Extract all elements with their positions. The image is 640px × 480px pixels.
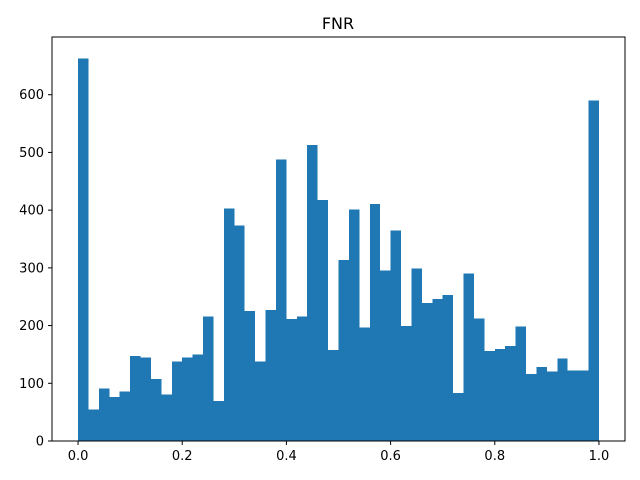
- histogram-bar-24: [328, 349, 339, 441]
- histogram-bar-27: [359, 327, 370, 441]
- histogram-bar-47: [567, 370, 579, 441]
- histogram-bar-19: [275, 159, 287, 441]
- histogram-bar-20: [286, 319, 297, 441]
- histogram-bar-25: [338, 259, 349, 441]
- histogram-bar-4: [119, 391, 131, 441]
- plot-frame: [51, 36, 626, 442]
- y-tick-label: 100: [19, 377, 44, 392]
- histogram-bar-18: [265, 309, 276, 441]
- x-tick-label: 1.0: [589, 449, 610, 464]
- histogram-bar-31: [401, 326, 412, 441]
- x-axis: 0.0 0.2 0.4 0.6 0.8 1.0: [68, 441, 610, 464]
- histogram-bar-10: [182, 357, 193, 441]
- histogram-bar-1: [88, 409, 99, 441]
- bars-group: [78, 58, 599, 442]
- histogram-bar-44: [536, 367, 547, 441]
- histogram-bar-0: [78, 58, 89, 442]
- y-tick-label: 300: [19, 261, 44, 276]
- histogram-bar-16: [244, 311, 256, 441]
- histogram-bar-13: [213, 401, 224, 441]
- histogram-bar-49: [588, 100, 599, 441]
- histogram-bar-21: [296, 316, 308, 441]
- histogram-bar-29: [380, 270, 391, 441]
- y-tick-label: 500: [19, 146, 44, 161]
- y-tick-label: 200: [19, 319, 44, 334]
- histogram-bar-36: [453, 393, 464, 441]
- y-axis: 0 100 200 300 400 500 600: [19, 88, 52, 450]
- histogram-bar-48: [578, 370, 589, 441]
- y-tick-label: 400: [19, 204, 44, 219]
- histogram-bar-42: [515, 326, 527, 441]
- histogram-bar-45: [546, 371, 558, 441]
- histogram-bar-26: [348, 209, 360, 441]
- histogram-bar-30: [390, 230, 402, 441]
- chart-title: FNR: [322, 14, 354, 33]
- histogram-bar-34: [432, 299, 443, 441]
- histogram-bar-3: [109, 397, 120, 441]
- histogram-bar-11: [192, 354, 204, 441]
- x-tick-label: 0.6: [380, 449, 401, 464]
- histogram-bar-14: [223, 208, 235, 441]
- histogram-bar-22: [307, 144, 318, 441]
- histogram-bar-32: [411, 268, 422, 441]
- histogram-bar-38: [473, 318, 485, 441]
- histogram-bar-41: [505, 345, 516, 441]
- histogram-bar-17: [255, 361, 266, 441]
- x-tick-label: 0.8: [484, 449, 505, 464]
- histogram-bar-8: [161, 394, 172, 441]
- x-tick-label: 0.2: [172, 449, 193, 464]
- histogram-bar-33: [421, 303, 433, 441]
- histogram-bar-6: [140, 357, 151, 441]
- histogram-bar-40: [494, 349, 506, 441]
- y-tick-label: 0: [36, 435, 44, 450]
- histogram-bar-2: [98, 388, 110, 441]
- histogram-bar-39: [484, 350, 495, 441]
- histogram-bar-37: [463, 273, 474, 441]
- histogram-bar-12: [203, 316, 214, 441]
- histogram-bar-9: [171, 361, 183, 441]
- x-tick-label: 0.0: [68, 449, 89, 464]
- histogram-bar-28: [369, 203, 381, 441]
- histogram-bar-43: [526, 374, 537, 441]
- histogram-bar-15: [234, 225, 245, 441]
- x-tick-label: 0.4: [276, 449, 297, 464]
- y-tick-label: 600: [19, 88, 44, 103]
- histogram-bar-7: [150, 379, 162, 441]
- histogram-bar-5: [130, 356, 141, 441]
- histogram-bar-23: [317, 199, 329, 441]
- histogram-bar-46: [557, 358, 568, 441]
- histogram-bar-35: [442, 294, 454, 441]
